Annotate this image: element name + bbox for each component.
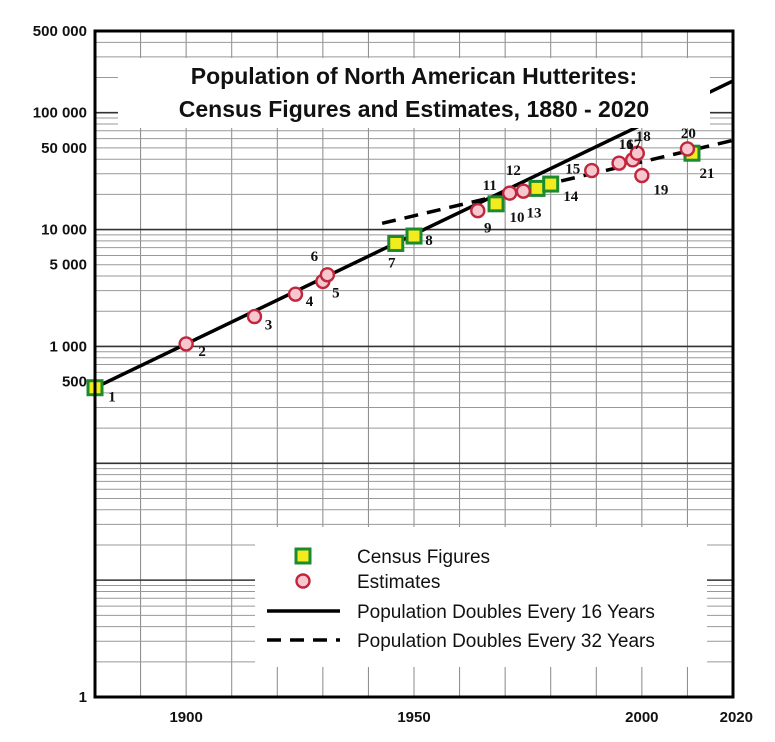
estimate-marker <box>515 183 532 199</box>
census-marker <box>387 234 405 252</box>
point-label: 21 <box>699 166 714 182</box>
estimate-marker <box>470 202 486 219</box>
estimate-marker <box>287 286 304 302</box>
census-marker <box>528 179 546 197</box>
y-tick-label: 10 000 <box>41 222 87 239</box>
y-tick-label: 1 <box>79 689 87 706</box>
data-markers <box>86 141 701 397</box>
point-label: 13 <box>527 205 542 221</box>
x-tick-label: 2000 <box>625 709 658 726</box>
point-label: 5 <box>332 285 340 301</box>
point-label: 2 <box>198 344 206 360</box>
legend-label: Census Figures <box>357 547 490 568</box>
legend-box <box>255 527 707 667</box>
legend-label: Population Doubles Every 32 Years <box>357 631 655 652</box>
estimate-marker <box>634 167 650 184</box>
point-label: 1 <box>108 390 116 406</box>
point-label: 9 <box>484 221 492 237</box>
point-label: 15 <box>565 162 580 178</box>
census-marker <box>542 175 560 193</box>
point-label: 8 <box>425 233 433 249</box>
doubling-32-years-line <box>381 138 734 226</box>
legend-label: Estimates <box>357 572 440 593</box>
estimate-marker <box>178 336 194 352</box>
estimate-marker <box>629 145 645 161</box>
point-label: 6 <box>311 249 319 265</box>
y-tick-label: 100 000 <box>33 105 87 122</box>
point-label: 16 <box>619 137 635 153</box>
legend: Census Figures Estimates Population Double… <box>267 547 655 652</box>
census-marker <box>405 227 423 245</box>
point-label: 14 <box>563 189 579 205</box>
x-tick-label: 1950 <box>397 709 430 726</box>
estimate-marker <box>584 162 600 179</box>
estimate-marker <box>502 185 518 201</box>
point-label: 20 <box>681 126 696 142</box>
legend-label: Population Doubles Every 16 Years <box>357 602 655 623</box>
point-label: 10 <box>510 210 525 226</box>
legend-estimate-marker <box>295 573 311 589</box>
y-tick-label: 5 000 <box>49 257 87 274</box>
point-label: 12 <box>506 163 521 179</box>
chart-subtitle: Census Figures and Estimates, 1880 - 202… <box>179 96 649 122</box>
y-tick-label: 50 000 <box>41 140 87 157</box>
chart-title: Population of North American Hutterites: <box>191 63 637 89</box>
y-tick-label: 1 000 <box>49 338 87 355</box>
estimate-marker <box>319 267 336 283</box>
title-background <box>118 58 710 128</box>
point-label: 18 <box>636 129 651 145</box>
axes: 1 500 1 000 5 000 10 000 50 000 100 000 500 000… <box>33 23 753 726</box>
estimate-marker <box>679 141 696 157</box>
y-tick-label: 500 <box>62 374 87 391</box>
point-label: 3 <box>265 318 273 334</box>
point-label: 17 <box>626 137 642 153</box>
estimate-marker <box>611 155 627 171</box>
point-label: 19 <box>653 183 668 199</box>
legend-census-marker <box>294 547 312 565</box>
y-tick-label: 500 000 <box>33 23 87 40</box>
estimate-marker <box>246 308 263 325</box>
x-tick-label: 2020 <box>720 709 753 726</box>
point-label: 11 <box>483 178 497 194</box>
point-label: 4 <box>306 294 314 310</box>
plot-border <box>93 29 735 699</box>
point-label: 7 <box>388 255 396 271</box>
census-marker <box>487 195 505 213</box>
x-tick-label: 1900 <box>169 709 202 726</box>
